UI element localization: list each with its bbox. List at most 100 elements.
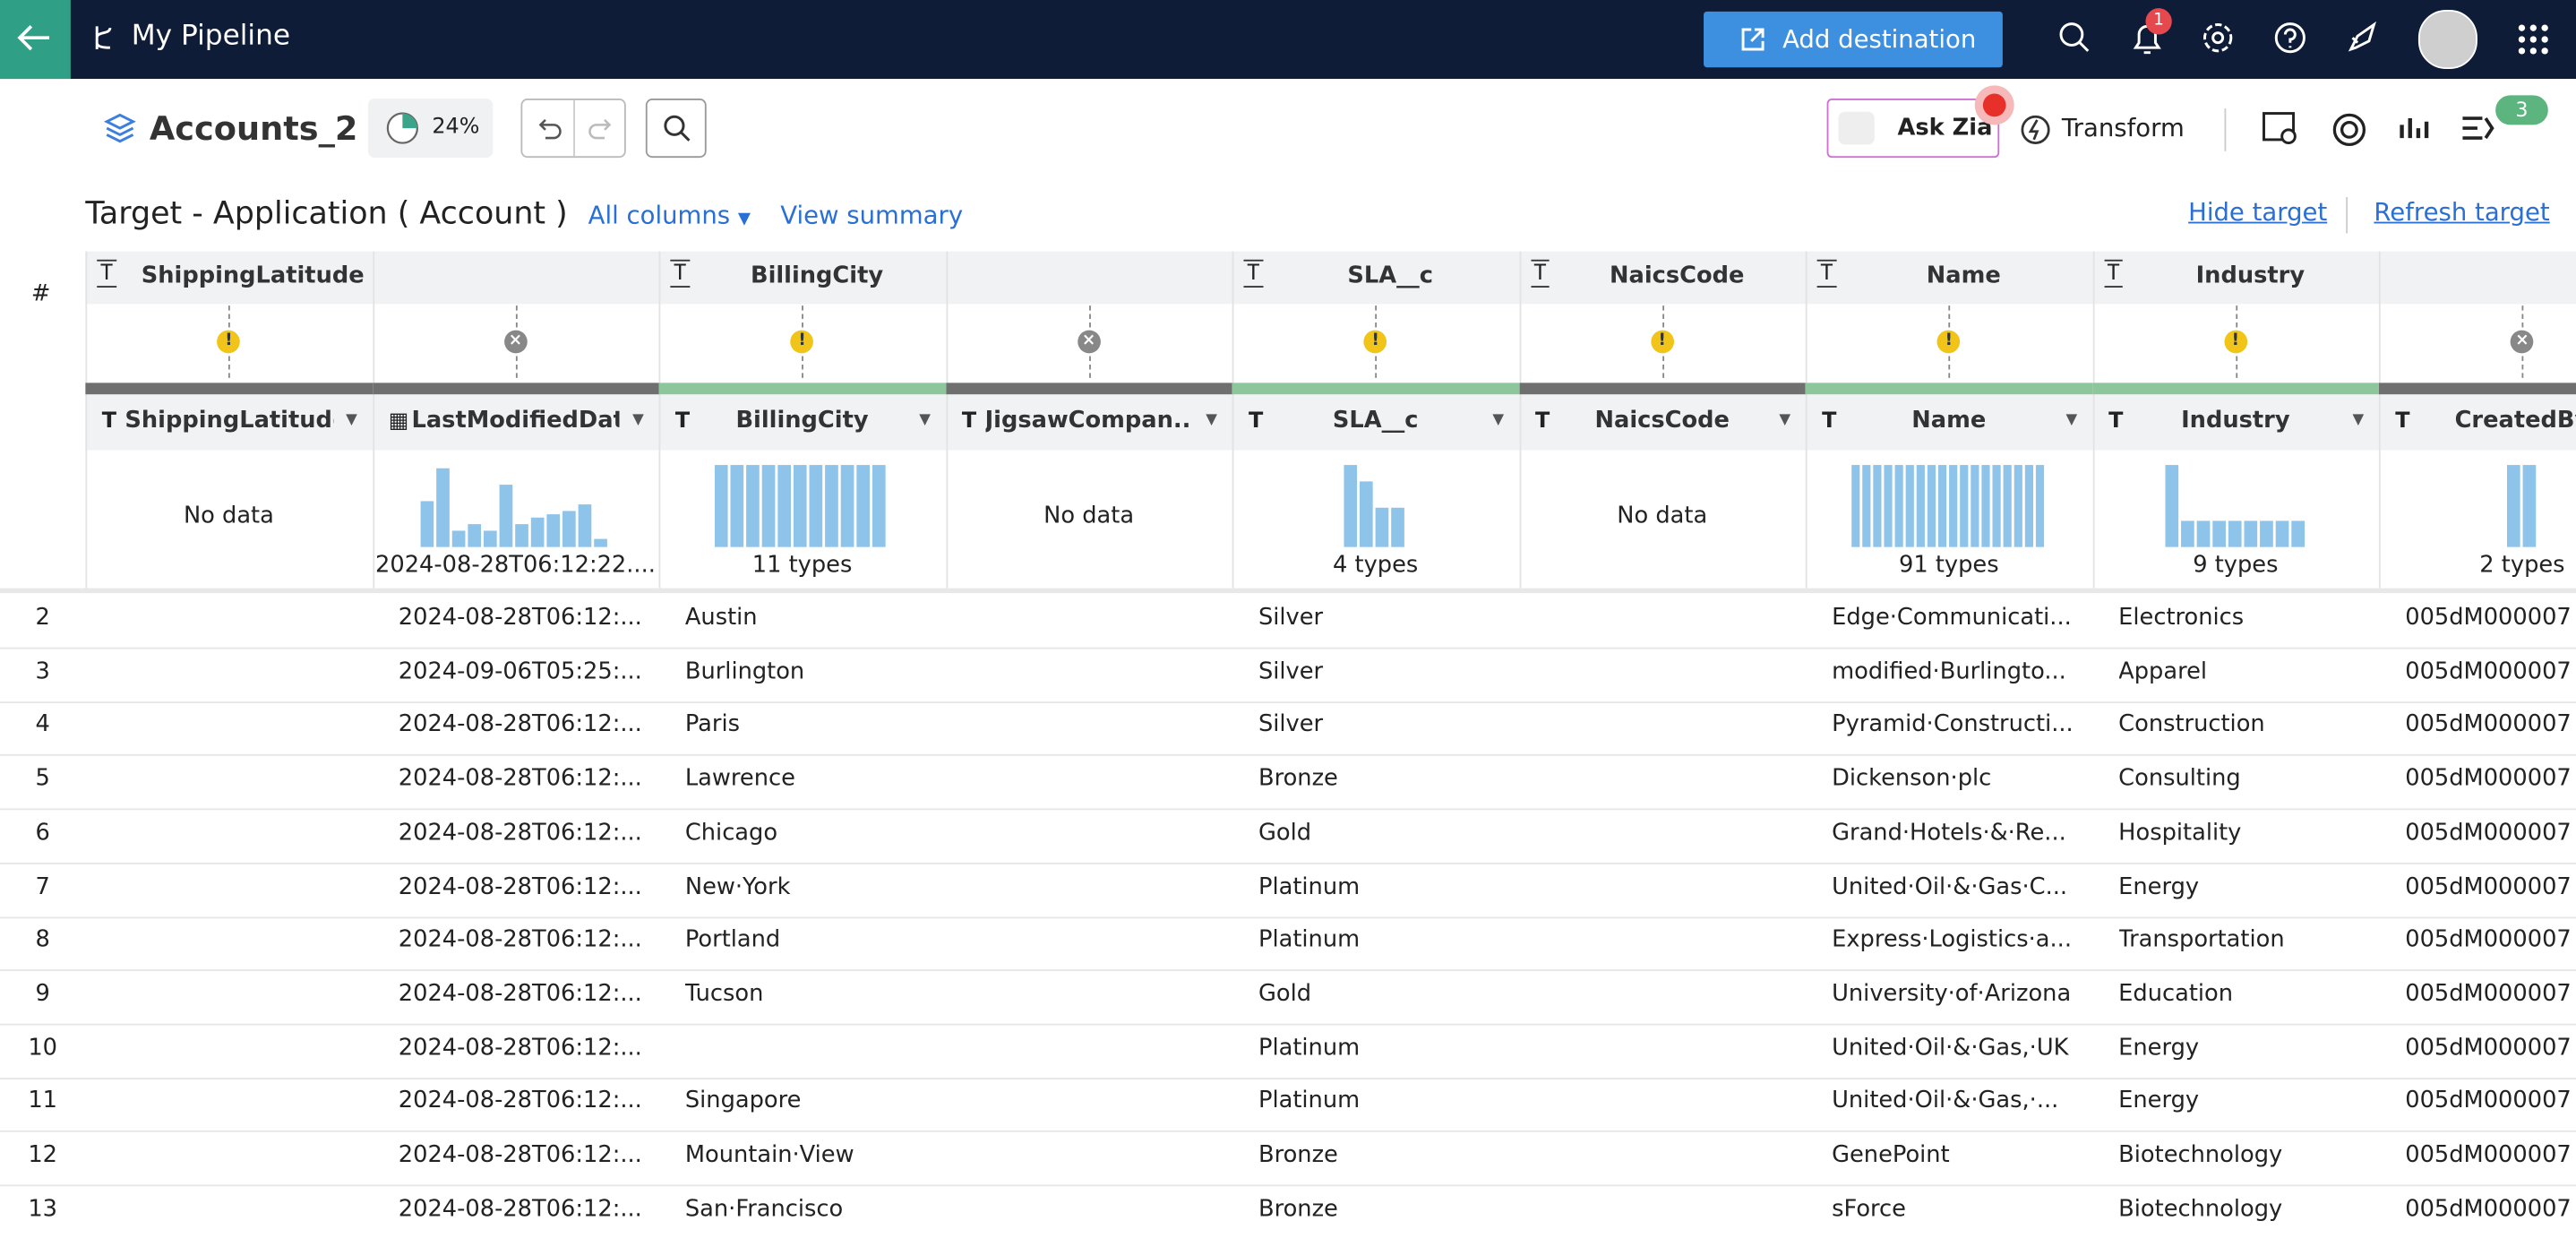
column-menu[interactable]: ▼ [2352,412,2365,429]
progress-chip[interactable]: 24% [367,99,494,159]
column-profile: 2024-08-28T06:12:22.... [375,552,656,579]
search-button[interactable] [645,99,707,159]
cell: 2024-08-28T06:12:... [398,1088,642,1115]
target-icon[interactable] [2331,110,2371,150]
back-button[interactable] [0,0,71,80]
match-bar [2091,383,2379,395]
cell: Biotechnology [2118,1195,2283,1223]
warning-marker: ! [2224,330,2247,354]
pipeline-title: My Pipeline [131,20,291,53]
histogram-bar [420,501,434,547]
row-border [0,808,2576,811]
row-number: 4 [35,711,50,739]
ask-zia-label: Ask Zia [1897,115,1993,142]
histogram [715,465,887,547]
target-column-name: ShippingLatitude [141,262,365,289]
histogram-bar [715,465,729,547]
source-type-icon: T [2395,408,2410,434]
transform-icon [2021,115,2050,144]
histogram-bar [731,465,744,547]
cell: Chicago [684,819,778,847]
cell: 2024-08-28T06:12:... [398,873,642,900]
histogram-bar [2259,520,2272,547]
source-column-name: LastModifiedDate [411,407,620,434]
histogram-bar [1981,465,1990,547]
cell: Silver [1258,711,1324,739]
column-menu[interactable]: ▼ [919,412,931,429]
cell: United·Oil·&·Gas,·UK [1832,1034,2069,1062]
cell: Paris [684,711,741,739]
cell: Austin [684,604,758,632]
histogram-bar [1971,465,1979,547]
histogram-bar [762,465,777,547]
target-type-icon: T [1243,259,1264,288]
column-divider [1518,251,1521,589]
cell: Energy [2118,873,2200,900]
histogram-bar [1850,465,1860,547]
divider [2346,197,2348,234]
cell: 005dM000007 [2405,926,2572,954]
cell: Electronics [2118,604,2245,632]
cell: Gold [1258,819,1312,847]
header-separator [0,588,2576,594]
histogram-bar [1861,465,1871,547]
column-menu[interactable]: ▼ [1492,412,1505,429]
column-menu[interactable]: ▼ [1206,412,1217,429]
apps-icon[interactable] [2517,23,2550,56]
histogram-bar [1360,481,1373,547]
column-menu[interactable]: ▼ [1779,412,1791,429]
cell: Tucson [684,980,764,1008]
rocket-icon[interactable] [2344,20,2380,56]
row-border [0,1184,2576,1187]
column-menu[interactable]: ▼ [632,412,644,429]
row-number: 5 [35,765,50,793]
cell: Edge·Communicati... [1832,604,2072,632]
column-profile: 2 types [2479,552,2565,579]
histogram-bar [2290,520,2305,547]
pipeline-icon [95,26,112,50]
source-type-icon: T [1248,408,1264,434]
source-column-name: SLA__c [1332,407,1419,434]
histogram-bar [546,514,561,547]
refresh-target-link[interactable]: Refresh target [2374,197,2550,228]
cell: Transportation [2118,926,2285,954]
target-type-icon: T [1530,259,1550,288]
column-divider [2091,251,2094,589]
avatar[interactable] [2417,10,2477,70]
cell: Construction [2118,711,2265,739]
column-menu[interactable]: ▼ [2065,412,2078,429]
cell: 005dM000007 [2405,658,2572,685]
histogram-bar [1884,465,1893,547]
transform-label[interactable]: Transform [2061,113,2185,143]
redo-button[interactable] [587,114,616,143]
stats-icon[interactable] [2397,112,2433,148]
histogram-bar [2521,465,2536,547]
cell: 2024-08-28T06:12:... [398,980,642,1008]
histogram-bar [2506,465,2520,547]
cell: Silver [1258,658,1324,685]
steps-icon[interactable] [2460,112,2495,148]
cell: Burlington [684,658,805,685]
target-type-icon: T [97,259,116,288]
add-destination-button[interactable]: Add destination [1704,11,2003,68]
source-column-name: BillingCity [735,407,869,434]
search-icon[interactable] [2057,20,2092,56]
undo-button[interactable] [534,114,563,143]
help-icon[interactable] [2272,20,2308,56]
settings-icon[interactable] [2200,20,2236,56]
preview-icon[interactable] [2261,108,2304,151]
column-divider [1232,251,1234,589]
column-menu[interactable]: ▼ [346,412,357,429]
target-column-name: Industry [2195,262,2306,289]
row-border [0,701,2576,703]
cell: Platinum [1258,1088,1361,1115]
hide-target-link[interactable]: Hide target [2188,197,2328,228]
data-grid: # T ShippingLatitude! T ShippingLatitude ▼ No … [0,251,2576,1238]
missing-marker: × [503,330,528,354]
columns-filter[interactable]: All columns ▼ [588,201,751,230]
view-summary-link[interactable]: View summary [780,200,964,230]
ask-zia-button[interactable]: Ask Zia [1826,99,2000,159]
histogram-bar [794,465,808,547]
